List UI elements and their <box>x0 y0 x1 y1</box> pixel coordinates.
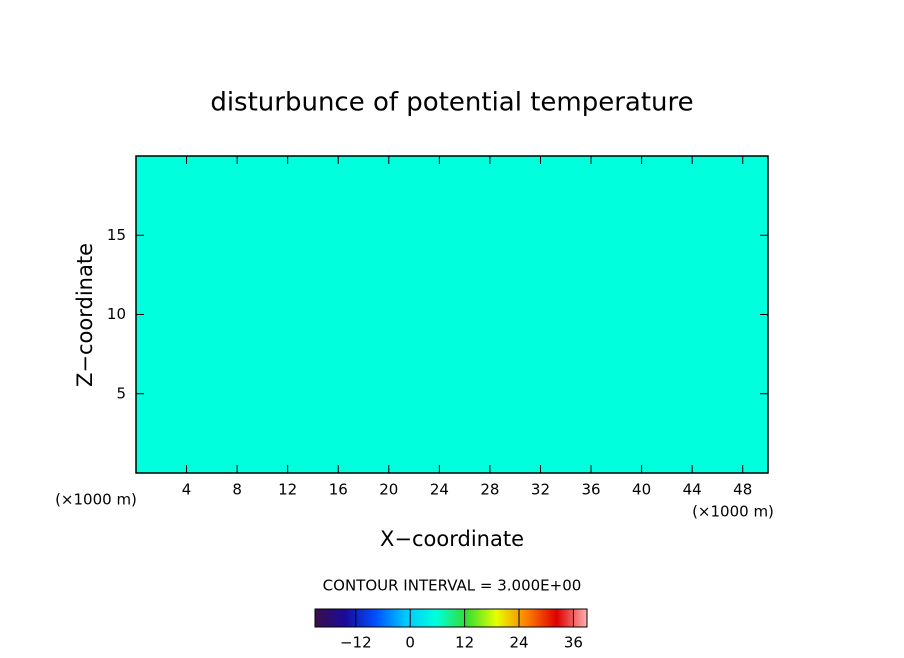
x-tick-label: 16 <box>329 481 348 499</box>
contour-fill <box>136 156 768 473</box>
y-tick-label: 10 <box>107 305 126 323</box>
x-tick-label: 24 <box>430 481 449 499</box>
x-tick-label: 20 <box>379 481 398 499</box>
colorbar-tick-label: 0 <box>405 634 415 652</box>
colorbar-tick-label: 12 <box>455 634 474 652</box>
chart-title: disturbunce of potential temperature <box>210 88 693 118</box>
x-tick-label: 28 <box>480 481 499 499</box>
y-axis-label: Z−coordinate <box>73 243 97 387</box>
x-tick-label: 4 <box>182 481 192 499</box>
x-tick-label: 44 <box>683 481 702 499</box>
x-tick-label: 40 <box>632 481 651 499</box>
x-tick-label: 48 <box>733 481 752 499</box>
y-tick-label: 15 <box>107 226 126 244</box>
x-tick-label: 8 <box>232 481 242 499</box>
x-tick-label: 32 <box>531 481 550 499</box>
y-tick-label: 5 <box>116 384 126 402</box>
x-unit-label: (×1000 m) <box>692 503 774 521</box>
x-tick-label: 36 <box>581 481 600 499</box>
x-axis-label: X−coordinate <box>380 527 524 551</box>
x-unit-label: (×1000 m) <box>55 491 137 509</box>
colorbar-tick-label: 24 <box>509 634 528 652</box>
x-tick-label: 12 <box>278 481 297 499</box>
colorbar-tick-label: 36 <box>564 634 583 652</box>
colorbar-tick-label: −12 <box>340 634 372 652</box>
colorbar-title: CONTOUR INTERVAL = 3.000E+00 <box>323 577 582 595</box>
